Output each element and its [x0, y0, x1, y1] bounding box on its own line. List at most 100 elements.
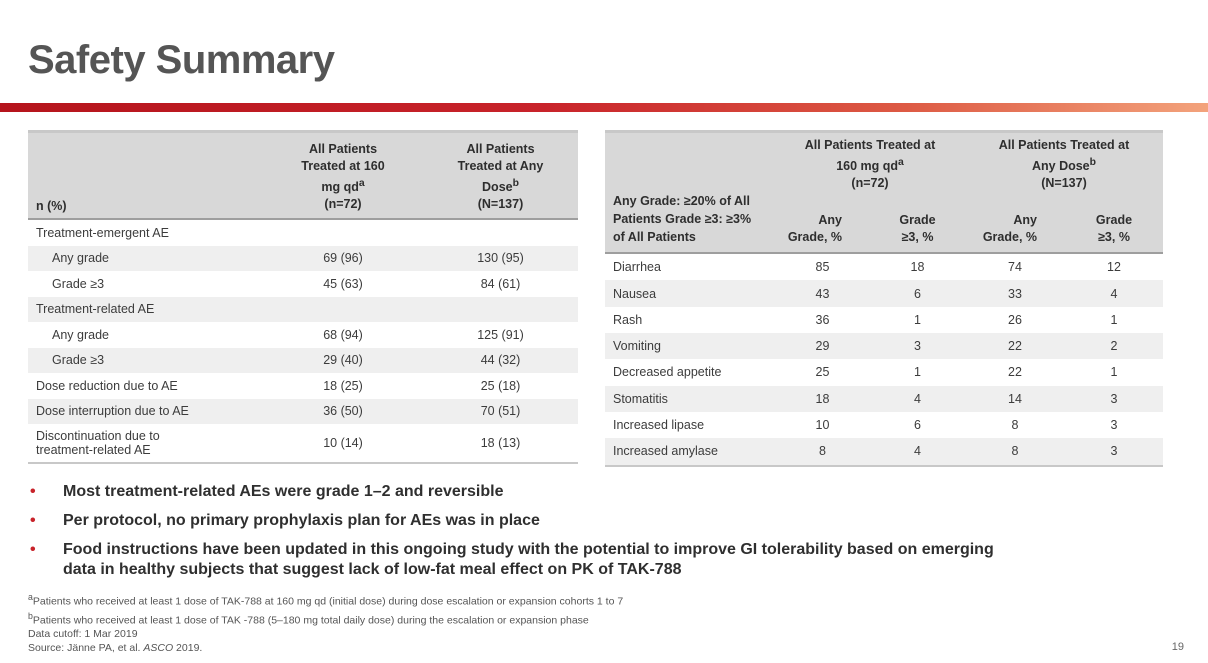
row-label: Dose interruption due to AE — [28, 398, 263, 424]
header-label-text: Any Grade: ≥20% of All Patients Grade ≥3… — [613, 194, 752, 245]
cell-g3-160mg: 3 — [870, 333, 965, 360]
header-group-any-dose-text: All Patients Treated at Any Dose — [998, 138, 1130, 174]
source-citation: Source: Jänne PA, et al. ASCO 2019. — [28, 641, 623, 655]
row-label: Rash — [613, 312, 643, 327]
cell-any-160mg: 36 — [815, 312, 830, 327]
table-row: Vomiting 29 3 22 2 — [605, 333, 1163, 360]
subheader-grade3-any-dose: Grade ≥3, % — [1065, 194, 1163, 255]
source-suffix: 2019. — [173, 642, 203, 654]
table-row: Discontinuation due to treatment-related… — [28, 424, 578, 464]
table-subheader-row: Any Grade, % Grade ≥3, % Any Grade, % Gr… — [605, 194, 1163, 255]
cell-any-160mg: 85 — [815, 260, 830, 275]
cell-g3-160mg: 6 — [914, 418, 921, 433]
bullet-marker: • — [30, 541, 36, 558]
subheader-grade3-160mg: Grade ≥3, % — [870, 194, 965, 255]
row-label: Treatment-related AE — [28, 296, 263, 322]
cell-any-any-dose: 14 — [965, 385, 1065, 412]
title-rule — [0, 103, 1208, 112]
subheader-any-grade-160mg-text: Any Grade, % — [787, 213, 842, 245]
page-number: 19 — [1171, 641, 1184, 653]
cell-any-160mg: 43 — [775, 280, 870, 307]
row-label: Nausea — [605, 280, 775, 307]
table-row: Treatment-emergent AE — [28, 219, 578, 246]
cell-g3-160mg: 1 — [914, 365, 921, 380]
cell-160mg — [263, 296, 423, 322]
header-group-any-dose-n: (N=137) — [1041, 176, 1087, 191]
data-cutoff: Data cutoff: 1 Mar 2019 — [28, 628, 138, 640]
list-item: • Most treatment-related AEs were grade 1… — [28, 482, 1028, 502]
cell-g3-160mg: 6 — [870, 280, 965, 307]
cell-g3-any-dose: 1 — [1110, 365, 1118, 380]
list-item-text: Most treatment-related AEs were grade 1–… — [63, 483, 504, 500]
footnote-a: aPatients who received at least 1 dose o… — [28, 590, 623, 609]
safety-overview-table: n (%) All Patients Treated at 160 mg qda… — [28, 130, 578, 464]
table-row: Any grade 69 (96) 130 (95) — [28, 245, 578, 271]
cell-g3-160mg: 1 — [914, 312, 921, 327]
row-label: Any grade — [28, 245, 263, 271]
cell-any-dose: 18 (13) — [423, 424, 578, 464]
row-label: Decreased appetite — [613, 365, 722, 380]
cell-any-any-dose: 74 — [1008, 260, 1022, 275]
footnote-b-text: Patients who received at least 1 dose of… — [32, 614, 589, 626]
cell-any-dose: 70 (51) — [423, 398, 578, 424]
header-group-160mg-text: All Patients Treated at 160 mg qd — [804, 138, 936, 174]
table-row: Nausea 43 6 33 4 — [605, 280, 1163, 307]
header-col-160mg-text: All Patients Treated at 160 mg qd — [301, 141, 385, 194]
table-row: Stomatitis 18 4 14 3 — [605, 385, 1163, 412]
footnote-a-text: Patients who received at least 1 dose of… — [32, 595, 624, 608]
cell-any-any-dose: 8 — [965, 438, 1065, 467]
row-label: Grade ≥3 — [28, 347, 263, 373]
cell-g3-any-dose: 3 — [1065, 438, 1163, 467]
cell-any-160mg: 18 — [775, 385, 870, 412]
row-label: Vomiting — [605, 333, 775, 360]
table-row: Treatment-related AE — [28, 296, 578, 322]
header-group-any-dose: All Patients Treated at Any Doseb (N=137… — [965, 131, 1163, 195]
footnote-mark-a: a — [358, 177, 365, 189]
row-label: Diarrhea — [613, 260, 661, 275]
row-label: Increased lipase — [613, 418, 705, 433]
table-row: Grade ≥3 45 (63) 84 (61) — [28, 271, 578, 297]
cell-any-any-dose: 22 — [965, 333, 1065, 360]
header-col-any-dose-n: (N=137) — [477, 197, 524, 211]
footnote-mark-b: b — [1089, 157, 1096, 168]
table-row: Grade ≥3 29 (40) 44 (32) — [28, 347, 578, 373]
cell-160mg: 10 (14) — [263, 424, 423, 464]
cell-any-160mg: 10 — [815, 418, 830, 433]
cell-any-dose — [423, 296, 578, 322]
source-prefix: Source: Jänne PA, et al. — [28, 642, 144, 654]
header-label: Any Grade: ≥20% of All Patients Grade ≥3… — [605, 131, 775, 255]
table-row: Dose interruption due to AE 36 (50) 70 (… — [28, 398, 578, 424]
cell-g3-any-dose: 3 — [1110, 418, 1118, 433]
list-item-text: Per protocol, no primary prophylaxis pla… — [63, 512, 540, 529]
page-title: Safety Summary — [28, 38, 335, 82]
cell-any-dose: 125 (91) — [477, 327, 524, 342]
cell-g3-160mg: 4 — [870, 438, 965, 467]
cell-any-any-dose: 8 — [1011, 418, 1019, 433]
footnote-mark-b: b — [512, 177, 519, 189]
common-ae-table: Any Grade: ≥20% of All Patients Grade ≥3… — [605, 130, 1163, 467]
cell-any-dose — [423, 219, 578, 246]
footnote-b-mark: b — [28, 610, 33, 621]
footnote-b: bPatients who received at least 1 dose o… — [28, 609, 623, 628]
row-label: Increased amylase — [605, 438, 775, 467]
key-points-list: • Most treatment-related AEs were grade 1… — [28, 482, 1028, 589]
cell-any-any-dose: 26 — [1008, 312, 1022, 327]
header-col-160mg-n: (n=72) — [324, 197, 362, 211]
bullet-marker: • — [30, 512, 36, 529]
header-col-any-dose-text: All Patients Treated at Any Dose — [457, 141, 544, 194]
footnotes: aPatients who received at least 1 dose o… — [28, 590, 623, 655]
cell-160mg: 68 (94) — [323, 327, 363, 342]
header-group-160mg: All Patients Treated at 160 mg qda (n=72… — [775, 131, 965, 195]
cell-160mg: 69 (96) — [263, 245, 423, 271]
list-item: • Per protocol, no primary prophylaxis pl… — [28, 511, 1028, 531]
cell-g3-any-dose: 12 — [1107, 260, 1121, 275]
subheader-grade3-any-dose-text: Grade ≥3, % — [1095, 213, 1133, 245]
row-label-text: Discontinuation due to treatment-related… — [36, 429, 160, 457]
cell-any-any-dose: 22 — [1008, 365, 1022, 380]
table-row: Dose reduction due to AE 18 (25) 25 (18) — [28, 373, 578, 399]
cell-160mg — [263, 219, 423, 246]
cell-any-dose: 44 (32) — [423, 347, 578, 373]
header-label: n (%) — [28, 131, 263, 220]
header-group-160mg-n: (n=72) — [851, 176, 889, 191]
row-label: Stomatitis — [605, 385, 775, 412]
